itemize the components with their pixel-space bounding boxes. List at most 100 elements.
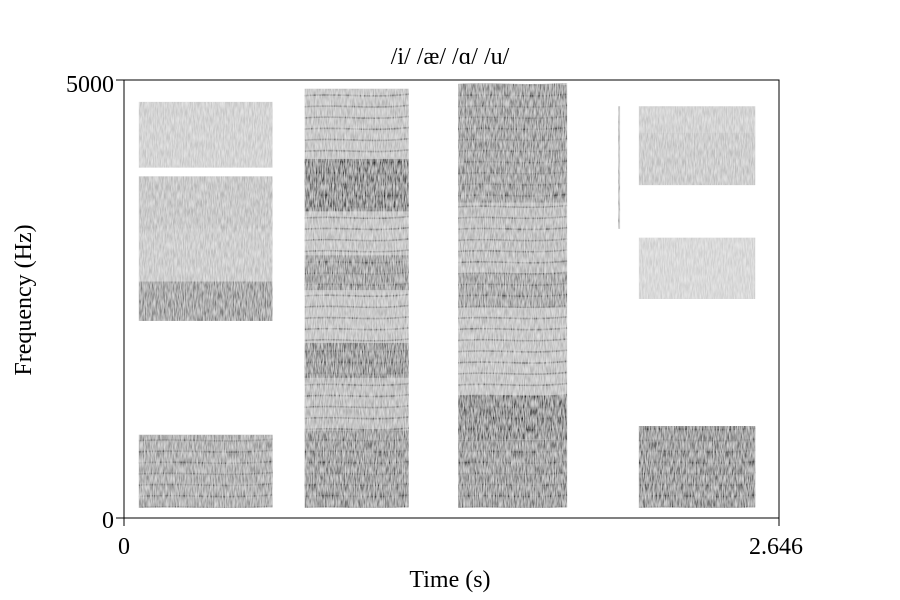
segment-3-harmonic: [458, 304, 568, 309]
segment-4-band-3: [638, 132, 756, 186]
segment-4-band-2: [638, 237, 756, 299]
segment-4-harmonic: [638, 494, 756, 498]
segment-3-harmonic: [458, 249, 568, 253]
segment-2-harmonic: [304, 104, 409, 108]
segment-2-harmonic: [304, 160, 409, 164]
segment-4-harmonic: [638, 438, 756, 442]
segment-2-harmonic: [304, 249, 409, 253]
segment-3-harmonic: [458, 405, 568, 409]
segment-3-harmonic: [458, 349, 568, 353]
segment-3-harmonic: [458, 360, 568, 364]
x-tick-label-min: 0: [118, 534, 130, 560]
segment-3-harmonic: [458, 160, 568, 164]
segment-3-harmonic: [458, 494, 568, 498]
segment-3-harmonic: [458, 82, 568, 86]
segment-3-harmonic: [458, 149, 568, 153]
segment-2-harmonic: [304, 327, 409, 331]
segment-2-harmonic: [304, 360, 409, 364]
spectrogram-segments: [138, 82, 756, 509]
segment-2-harmonic: [304, 282, 409, 286]
segment-4: [638, 106, 756, 509]
segment-1-band-3: [138, 228, 273, 282]
segment-3-harmonic: [458, 316, 568, 320]
segment-3: [458, 82, 568, 509]
segment-1-harmonic: [138, 449, 273, 453]
segment-3-harmonic: [458, 238, 568, 242]
segment-3-harmonic: [458, 171, 568, 175]
chart-title: /i/ /æ/ /ɑ/ /u/: [391, 44, 510, 70]
segment-2-band-2: [304, 377, 409, 431]
segment-2-harmonic: [304, 215, 409, 220]
segment-4-harmonic: [638, 471, 756, 476]
segment-3-harmonic: [458, 182, 568, 186]
segment-2-harmonic: [304, 382, 409, 387]
segment-2-harmonic: [304, 93, 409, 97]
segment-2-harmonic: [304, 427, 409, 431]
segment-3-harmonic: [458, 126, 568, 131]
segment-3-harmonic: [458, 93, 568, 97]
segment-3-harmonic: [458, 482, 568, 487]
segment-2-harmonic: [304, 405, 409, 409]
segment-2-harmonic: [304, 182, 409, 186]
segment-3-harmonic: [458, 427, 568, 431]
segment-2-harmonic: [304, 482, 409, 487]
segment-2-harmonic: [304, 460, 409, 465]
segment-2-harmonic: [304, 137, 409, 142]
segment-2-harmonic: [304, 271, 409, 275]
segment-1-band-4: [138, 176, 273, 229]
segment-2-harmonic: [304, 204, 409, 209]
segment-1-harmonic: [138, 460, 273, 465]
segment-2-harmonic: [304, 316, 409, 320]
axes: [116, 79, 780, 526]
segment-2-harmonic: [304, 416, 409, 420]
segment-4-band-4: [638, 106, 756, 133]
segment-1-harmonic: [138, 438, 273, 442]
segment-3-harmonic: [458, 382, 568, 387]
segment-2-band-4: [304, 290, 409, 343]
segment-1-harmonic: [138, 482, 273, 487]
segment-2-harmonic: [304, 304, 409, 309]
segment-3-harmonic: [458, 371, 568, 375]
segment-2-harmonic: [304, 393, 409, 398]
segment-2-harmonic: [304, 338, 409, 342]
segment-2-harmonic: [304, 494, 409, 498]
segment-3-harmonic: [458, 104, 568, 108]
segment-2-harmonic: [304, 260, 409, 264]
segment-4-harmonic: [638, 449, 756, 453]
segment-2-harmonic: [304, 349, 409, 353]
segment-3-harmonic: [458, 460, 568, 465]
x-axis-label: Time (s): [409, 567, 490, 593]
segment-2-harmonic: [304, 126, 409, 131]
segment-3-harmonic: [458, 449, 568, 453]
segment-2-band-1: [304, 430, 409, 508]
segment-3-harmonic: [458, 293, 568, 298]
segment-3-harmonic: [458, 260, 568, 264]
segment-3-harmonic: [458, 338, 568, 342]
segment-3-harmonic: [458, 416, 568, 420]
segment-3-harmonic: [458, 327, 568, 331]
segment-1-harmonic: [138, 494, 273, 498]
segment-3-harmonic: [458, 282, 568, 286]
segment-2-harmonic: [304, 149, 409, 153]
segment-3-harmonic: [458, 438, 568, 442]
segment-2-harmonic: [304, 471, 409, 476]
segment-3-harmonic: [458, 193, 568, 197]
y-tick-label-max: 5000: [66, 72, 114, 98]
segment-3-band-4: [458, 272, 568, 308]
segment-2-harmonic: [304, 238, 409, 242]
segment-1-harmonic: [138, 505, 273, 509]
y-axis-label: Frequency (Hz): [11, 224, 37, 375]
segment-1-band-5: [138, 101, 273, 168]
segment-4-harmonic: [638, 505, 756, 509]
segment-3-harmonic: [458, 204, 568, 209]
segment-4-harmonic: [638, 460, 756, 465]
segment-4-harmonic: [638, 427, 756, 431]
segment-3-band-6: [458, 84, 568, 203]
segment-3-harmonic: [458, 137, 568, 142]
segment-1-harmonic: [138, 471, 273, 476]
segment-2-harmonic: [304, 505, 409, 509]
segment-2-harmonic: [304, 371, 409, 375]
segment-2-harmonic: [304, 171, 409, 175]
segment-2-harmonic: [304, 193, 409, 197]
